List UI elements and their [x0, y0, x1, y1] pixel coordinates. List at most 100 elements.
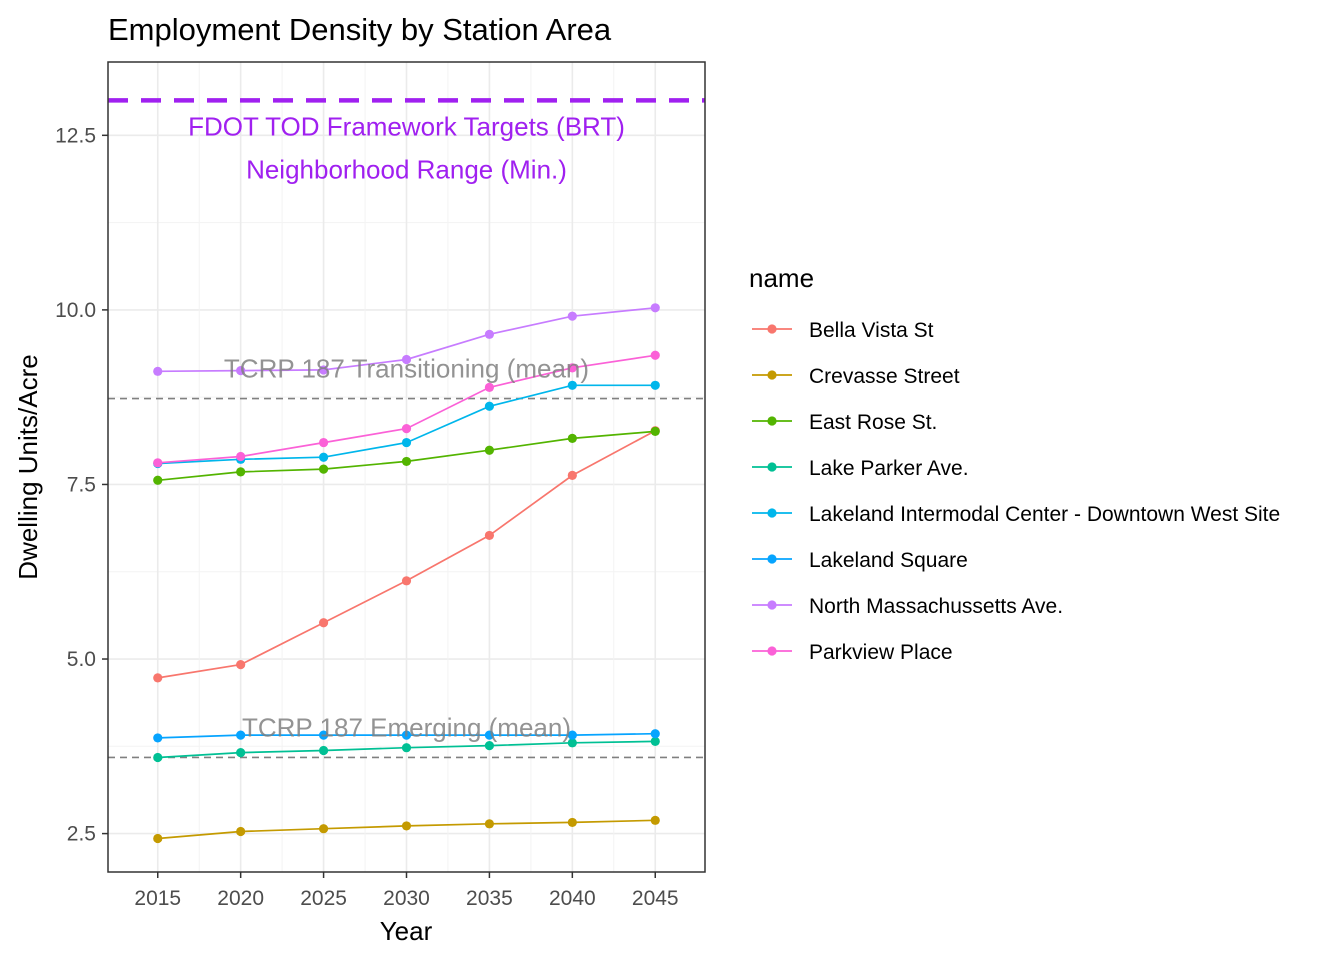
data-point	[650, 815, 660, 825]
data-point	[236, 730, 246, 740]
legend-key-point	[767, 600, 777, 610]
y-tick-label: 7.5	[67, 473, 96, 496]
legend-item: Lakeland Intermodal Center - Downtown We…	[752, 503, 1280, 526]
legend-item: Lakeland Square	[752, 549, 968, 572]
data-point	[401, 730, 412, 740]
data-point	[153, 673, 163, 683]
data-point	[484, 445, 495, 455]
legend-item: Bella Vista St	[752, 319, 934, 342]
legend-label: Crevasse Street	[809, 365, 960, 388]
legend-label: Lakeland Square	[809, 549, 968, 572]
data-point	[318, 365, 329, 375]
data-point	[484, 819, 495, 829]
data-point	[318, 745, 329, 756]
data-point	[236, 660, 246, 670]
data-point	[401, 576, 412, 586]
data-point	[484, 741, 495, 751]
chart-title: Employment Density by Station Area	[108, 12, 612, 47]
data-point	[318, 730, 329, 740]
data-point	[236, 451, 246, 462]
y-axis: 2.5 5.0 7.5 10.0 12.5	[55, 124, 108, 846]
x-axis: 2015 2020 2025 2030 2035 2040 2045	[134, 872, 679, 910]
data-point	[401, 821, 412, 831]
data-point	[318, 437, 329, 448]
data-point	[567, 470, 577, 480]
data-point	[318, 464, 329, 474]
legend-key-point	[767, 324, 777, 334]
legend-key-point	[767, 646, 777, 656]
legend-label: Lakeland Intermodal Center - Downtown We…	[809, 503, 1280, 526]
data-point	[318, 824, 329, 834]
data-point	[236, 747, 246, 758]
data-point	[401, 456, 412, 467]
data-point	[567, 817, 577, 828]
data-point	[401, 743, 412, 753]
data-point	[153, 833, 163, 844]
x-tick-label: 2045	[632, 887, 679, 910]
legend-label: East Rose St.	[809, 411, 937, 434]
data-point	[650, 303, 660, 313]
series	[153, 815, 660, 844]
x-tick-label: 2040	[549, 887, 596, 910]
x-tick-label: 2035	[466, 887, 513, 910]
data-point	[318, 618, 329, 628]
reference-label: Neighborhood Range (Min.)	[246, 154, 567, 184]
data-point	[484, 530, 495, 541]
data-point	[236, 467, 246, 477]
legend-key-point	[767, 508, 777, 518]
data-point	[650, 736, 660, 747]
data-point	[567, 363, 577, 373]
data-point	[650, 380, 660, 390]
data-point	[567, 433, 577, 443]
data-point	[484, 382, 495, 392]
data-point	[153, 366, 163, 376]
series	[153, 729, 660, 743]
data-point	[153, 752, 163, 763]
legend-item: North Massachussetts Ave.	[752, 595, 1063, 618]
legend-label: Lake Parker Ave.	[809, 457, 969, 480]
data-point	[153, 475, 163, 485]
data-point	[484, 730, 495, 740]
legend-item: Lake Parker Ave.	[752, 457, 969, 480]
legend: name Bella Vista St Crevasse Street East R…	[749, 263, 1280, 664]
x-tick-label: 2020	[217, 887, 264, 910]
series	[153, 426, 660, 485]
data-point	[401, 354, 412, 365]
legend-key-point	[767, 462, 777, 472]
reference-label: TCRP 187 Transitioning (mean)	[224, 354, 589, 384]
reference-label: FDOT TOD Framework Targets (BRT)	[188, 111, 625, 141]
data-point	[236, 826, 246, 837]
data-point	[567, 311, 577, 321]
legend-key-point	[767, 416, 777, 426]
reference-lines: FDOT TOD Framework Targets (BRT) Neighbor…	[108, 98, 705, 759]
y-axis-title: Dwelling Units/Acre	[13, 354, 43, 579]
x-tick-label: 2030	[383, 887, 430, 910]
data-point	[650, 350, 660, 360]
reference-label: TCRP 187 Emerging (mean)	[242, 712, 571, 742]
y-tick-label: 2.5	[67, 823, 96, 846]
data-point	[650, 729, 660, 739]
y-tick-label: 12.5	[55, 124, 96, 147]
series	[153, 736, 660, 763]
data-point	[401, 437, 412, 448]
data-point	[153, 733, 163, 743]
data-point	[484, 401, 495, 411]
legend-item: Crevasse Street	[752, 365, 960, 388]
data-point	[318, 452, 329, 462]
data-point	[567, 380, 577, 390]
series	[153, 303, 660, 376]
legend-title: name	[749, 263, 814, 293]
data-point	[153, 458, 163, 468]
series	[153, 350, 660, 468]
y-tick-label: 10.0	[55, 299, 96, 322]
legend-label: Parkview Place	[809, 641, 953, 664]
series-layer	[153, 303, 660, 844]
legend-label: North Massachussetts Ave.	[809, 595, 1063, 618]
legend-key-point	[767, 554, 777, 564]
x-tick-label: 2015	[134, 887, 181, 910]
data-point	[567, 730, 577, 740]
x-axis-title: Year	[380, 916, 433, 946]
legend-label: Bella Vista St	[809, 319, 934, 342]
data-point	[484, 329, 495, 339]
